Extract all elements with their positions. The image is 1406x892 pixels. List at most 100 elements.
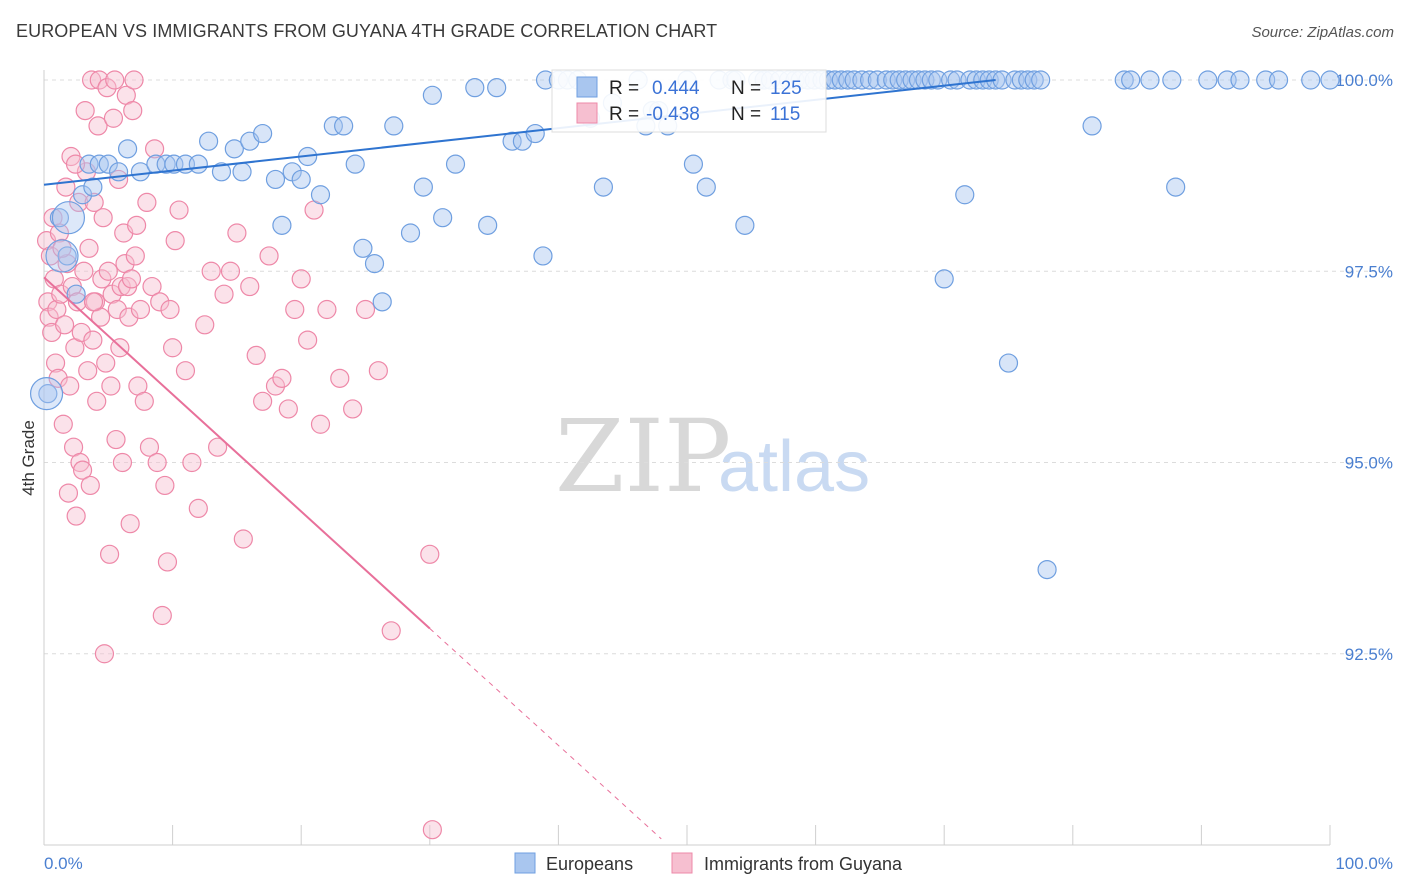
scatter-point	[66, 284, 86, 304]
y-tick-label: 92.5%	[1345, 645, 1393, 664]
scatter-point	[334, 116, 354, 136]
trend-line-guyana-extrapolated	[429, 628, 662, 840]
scatter-point-large	[29, 377, 64, 411]
scatter-point	[433, 208, 453, 228]
scatter-point	[998, 353, 1019, 373]
scatter-point	[291, 269, 311, 289]
scatter-point	[1024, 70, 1044, 90]
scatter-point	[45, 353, 66, 373]
scatter-point	[844, 70, 864, 90]
scatter-point	[150, 292, 170, 312]
chart-title: EUROPEAN VS IMMIGRANTS FROM GUYANA 4TH G…	[16, 21, 718, 41]
scatter-point	[96, 353, 116, 373]
scatter-point	[75, 100, 95, 121]
scatter-point	[220, 261, 241, 281]
scatter-point	[420, 544, 440, 564]
stats-swatch-europeans	[576, 76, 598, 98]
scatter-point	[955, 185, 975, 205]
scatter-point	[79, 154, 99, 174]
stats-r-label-europeans: R =	[609, 78, 639, 99]
scatter-point	[353, 238, 373, 258]
scatter-point	[852, 70, 872, 90]
scatter-point	[74, 261, 94, 281]
scatter-point	[259, 246, 279, 266]
scatter-point	[98, 261, 118, 281]
scatter-point	[81, 70, 102, 90]
scatter-point	[175, 361, 196, 381]
stats-n-value-guyana: 115	[770, 104, 800, 125]
scatter-point	[134, 391, 154, 411]
scatter-point	[54, 315, 75, 335]
x-tick-label-max: 100.0%	[1335, 854, 1393, 873]
scatter-point	[525, 123, 545, 144]
scatter-point	[1166, 177, 1186, 197]
scatter-point	[683, 154, 704, 174]
scatter-point	[372, 292, 392, 312]
scatter-point	[93, 208, 113, 228]
scatter-point	[105, 70, 125, 90]
scatter-point	[164, 154, 184, 174]
scatter-point	[265, 376, 286, 396]
scatter-point	[1140, 70, 1160, 90]
scatter-point	[487, 78, 507, 98]
scatter-point	[111, 276, 131, 297]
stats-swatch-guyana	[576, 102, 598, 124]
scatter-point	[208, 437, 228, 457]
scatter-point	[47, 299, 67, 320]
scatter-point	[103, 108, 124, 128]
scatter-point	[101, 376, 121, 396]
y-axis-label: 4th Grade	[19, 420, 38, 496]
scatter-point	[60, 376, 80, 396]
scatter-point	[119, 307, 139, 327]
scatter-point	[80, 475, 100, 496]
scatter-point	[1031, 70, 1051, 90]
scatter-point	[137, 192, 157, 212]
series-europeans-points	[29, 70, 1340, 580]
scatter-point	[224, 139, 244, 159]
scatter-point	[298, 330, 318, 350]
legend-label-europeans: Europeans	[546, 854, 633, 874]
scatter-point	[130, 162, 151, 182]
scatter-point	[142, 276, 162, 297]
scatter-point	[232, 162, 252, 182]
scatter-point	[1198, 70, 1218, 90]
scatter-point	[384, 116, 404, 136]
scatter-point-large	[45, 239, 79, 273]
trend-lines	[43, 79, 996, 840]
y-axis-tick-labels: 92.5% 95.0% 97.5% 100.0%	[1335, 71, 1393, 664]
scatter-point	[422, 85, 442, 105]
scatter-point	[1037, 559, 1057, 580]
stats-n-label-guyana: N =	[731, 104, 761, 125]
scatter-point	[422, 820, 442, 840]
scatter-point	[106, 429, 126, 450]
scatter-point	[1320, 70, 1340, 90]
scatter-point	[39, 307, 59, 327]
scatter-point	[88, 116, 108, 136]
scatter-point	[83, 292, 104, 312]
y-tick-label: 100.0%	[1335, 71, 1393, 90]
scatter-point	[98, 154, 118, 174]
scatter-point	[83, 177, 103, 197]
scatter-point	[253, 391, 273, 411]
x-axis-ticks	[43, 825, 1331, 845]
watermark-atlas: atlas	[718, 427, 870, 507]
scatter-point	[66, 506, 86, 526]
scatter-point	[188, 498, 208, 518]
scatter-point	[355, 299, 376, 320]
scatter-point	[368, 361, 388, 381]
scatter-point	[227, 223, 247, 243]
trend-line-europeans	[43, 79, 996, 186]
scatter-point	[860, 70, 880, 90]
scatter-point	[240, 276, 260, 297]
scatter-point	[199, 131, 219, 151]
scatter-point	[126, 215, 147, 235]
scatter-point	[1121, 70, 1141, 90]
scatter-point	[934, 269, 954, 289]
scatter-point	[214, 284, 234, 304]
scatter-point	[78, 361, 98, 381]
scatter-point	[117, 139, 138, 159]
stats-r-value-guyana: -0.438	[646, 104, 700, 125]
scatter-point	[1301, 70, 1321, 90]
scatter-point	[70, 452, 90, 473]
